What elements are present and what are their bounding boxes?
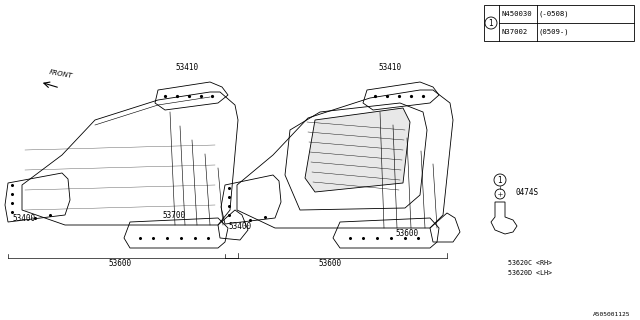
Text: 1: 1 <box>488 19 493 28</box>
Text: (-0508): (-0508) <box>539 11 570 17</box>
Text: 53410: 53410 <box>378 62 401 71</box>
Text: 0474S: 0474S <box>516 188 539 196</box>
Polygon shape <box>305 108 410 192</box>
Bar <box>484 5 634 41</box>
Text: 53600: 53600 <box>319 260 342 268</box>
Text: 53620C <RH>: 53620C <RH> <box>508 260 552 266</box>
Text: 1: 1 <box>498 175 502 185</box>
Text: A505001125: A505001125 <box>593 311 630 316</box>
Text: 53700: 53700 <box>162 211 185 220</box>
Text: N37002: N37002 <box>501 29 527 35</box>
Text: (0509-): (0509-) <box>539 29 570 35</box>
Text: 53600: 53600 <box>395 228 418 237</box>
Text: 53600: 53600 <box>108 260 132 268</box>
Text: 53410: 53410 <box>175 62 198 71</box>
Text: N450030: N450030 <box>501 11 532 17</box>
Text: FRONT: FRONT <box>49 69 74 79</box>
Text: 53620D <LH>: 53620D <LH> <box>508 270 552 276</box>
Text: 53400: 53400 <box>228 221 251 230</box>
Text: 53400: 53400 <box>12 213 35 222</box>
